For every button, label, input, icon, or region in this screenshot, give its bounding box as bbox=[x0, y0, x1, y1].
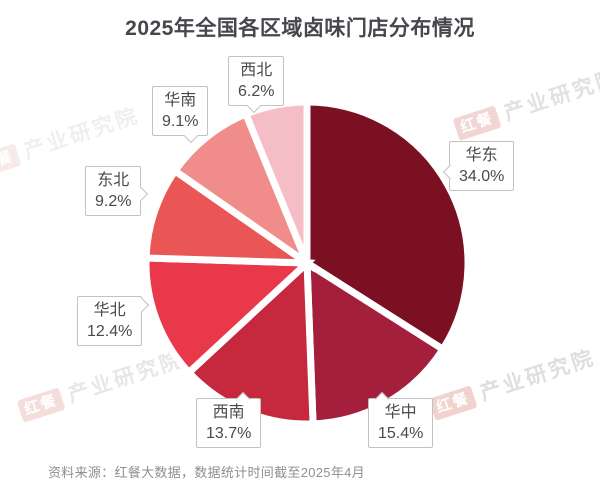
slice-label-name: 华南 bbox=[164, 92, 197, 109]
chart-title: 2025年全国各区域卤味门店分布情况 bbox=[125, 17, 475, 40]
slice-label-value: 6.2% bbox=[238, 83, 275, 101]
slice-label-value: 15.4% bbox=[378, 425, 424, 443]
slice-label-value: 12.4% bbox=[87, 323, 133, 341]
slice-label-name: 西北 bbox=[240, 62, 273, 79]
slice-label-name: 华北 bbox=[93, 302, 126, 319]
slice-label-东北: 东北 9.2% bbox=[85, 166, 149, 217]
slice-label-西北: 西北 6.2% bbox=[228, 56, 285, 113]
callout-pointer bbox=[442, 164, 457, 179]
slice-label-value: 13.7% bbox=[206, 425, 252, 443]
callout-pointer bbox=[133, 186, 149, 201]
slice-label-name: 华东 bbox=[465, 147, 498, 164]
slice-label-西南: 西南 13.7% bbox=[196, 391, 262, 449]
slice-label-value: 34.0% bbox=[459, 168, 505, 186]
slice-label-value: 9.1% bbox=[162, 113, 199, 131]
source-note: 资料来源：红餐大数据，数据统计时间截至2025年4月 bbox=[48, 465, 365, 480]
slice-label-华东: 华东 34.0% bbox=[442, 141, 515, 192]
slice-label-name: 东北 bbox=[97, 172, 130, 189]
callout-pointer bbox=[134, 297, 149, 312]
slice-label-value: 9.2% bbox=[95, 193, 132, 211]
slice-label-name: 西南 bbox=[212, 404, 245, 421]
slice-label-华北: 华北 12.4% bbox=[77, 296, 149, 347]
pie-slice-华北 bbox=[142, 254, 316, 378]
slice-label-name: 华中 bbox=[384, 404, 417, 421]
slice-label-华南: 华南 9.1% bbox=[152, 86, 209, 143]
slice-label-华中: 华中 15.4% bbox=[368, 391, 434, 449]
